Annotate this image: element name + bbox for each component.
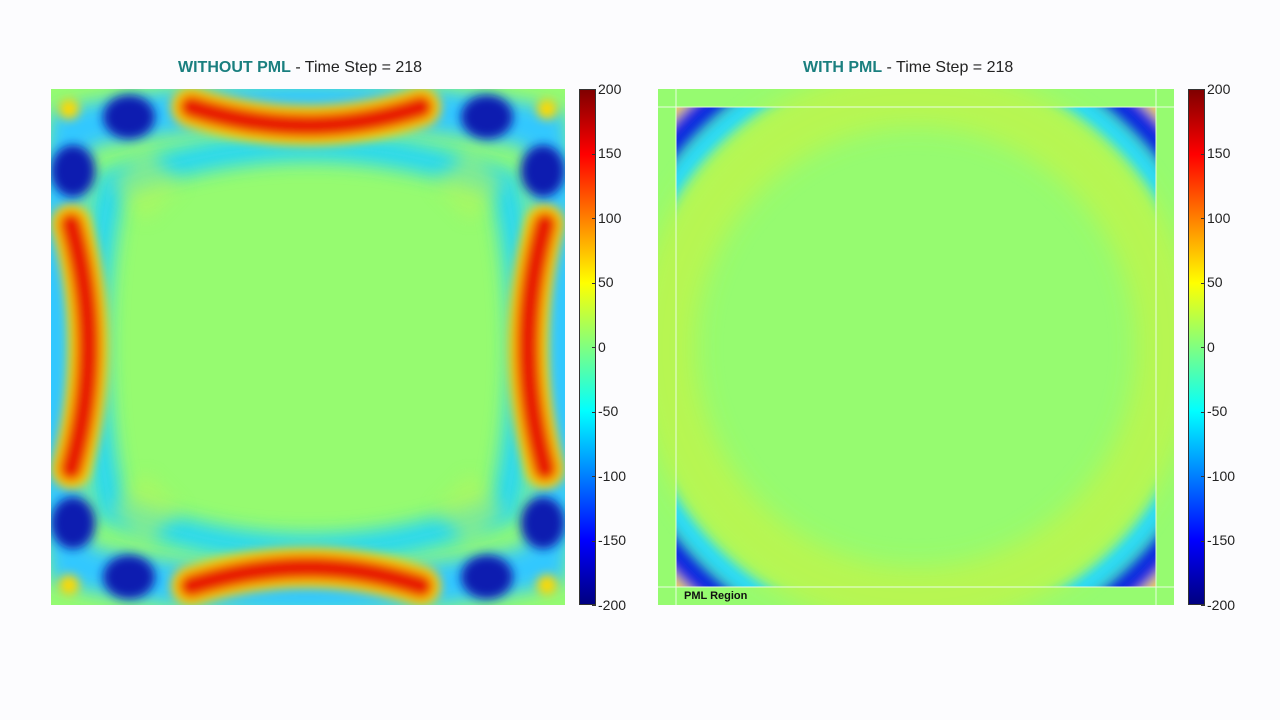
cbar-tick: -50 <box>598 403 619 419</box>
cbar-tick: -100 <box>598 468 627 484</box>
cbar-tickmark <box>1201 154 1205 155</box>
faint-ring <box>658 89 1174 605</box>
pml-region-label: PML Region <box>684 590 748 602</box>
cbar-tick: -150 <box>598 532 627 548</box>
cbar-tickmark <box>1201 218 1205 219</box>
cbar-tickmark <box>592 605 596 606</box>
cbar-tick: 50 <box>598 274 614 290</box>
cbar-tick: -200 <box>1207 597 1236 613</box>
title-rest: - Time Step = 218 <box>290 59 423 76</box>
cbar-tickmark <box>592 89 596 90</box>
cbar-tick: -100 <box>1207 468 1236 484</box>
cbar-tick: -200 <box>598 597 627 613</box>
cbar-tick: 100 <box>598 210 622 226</box>
cbar-tickmark <box>592 218 596 219</box>
cbar-tickmark <box>592 347 596 348</box>
cbar-tickmark <box>592 154 596 155</box>
cbar-tick: 150 <box>598 145 622 161</box>
heatmap-with-pml <box>658 89 1174 605</box>
title-rest: - Time Step = 218 <box>882 59 1014 76</box>
plot-title-with-pml: WITH PML - Time Step = 218 <box>803 59 1013 77</box>
heatmap-without-pml-svg <box>51 89 565 605</box>
heatmap-with-pml-svg <box>658 89 1174 605</box>
plot-title-without-pml: WITHOUT PML - Time Step = 218 <box>178 59 422 77</box>
cbar-tickmark <box>1201 283 1205 284</box>
cbar-tick: 150 <box>1207 145 1231 161</box>
cbar-tick: 50 <box>1207 274 1223 290</box>
cbar-tick: 200 <box>598 81 622 97</box>
pml-boundary <box>658 89 1174 605</box>
cbar-tick: 200 <box>1207 81 1231 97</box>
title-bold: WITH PML <box>803 59 883 76</box>
cbar-tick: 0 <box>1207 339 1215 355</box>
cbar-tickmark <box>592 283 596 284</box>
cbar-tickmark <box>1201 89 1205 90</box>
cbar-tickmark <box>1201 541 1205 542</box>
cbar-tickmark <box>1201 412 1205 413</box>
cbar-tickmark <box>592 412 596 413</box>
cbar-tickmark <box>1201 476 1205 477</box>
blue-corner-lobes <box>51 95 565 599</box>
heatmap-without-pml <box>51 89 565 605</box>
cbar-tick: 100 <box>1207 210 1231 226</box>
cbar-tickmark <box>1201 605 1205 606</box>
cbar-tickmark <box>1201 347 1205 348</box>
red-arcs <box>51 89 565 605</box>
cbar-tick: -150 <box>1207 532 1236 548</box>
cbar-tickmark <box>592 541 596 542</box>
corner-spots <box>59 99 557 595</box>
cbar-tick: 0 <box>598 339 606 355</box>
cbar-tick: -50 <box>1207 403 1228 419</box>
title-bold: WITHOUT PML <box>178 59 291 76</box>
cbar-tickmark <box>592 476 596 477</box>
